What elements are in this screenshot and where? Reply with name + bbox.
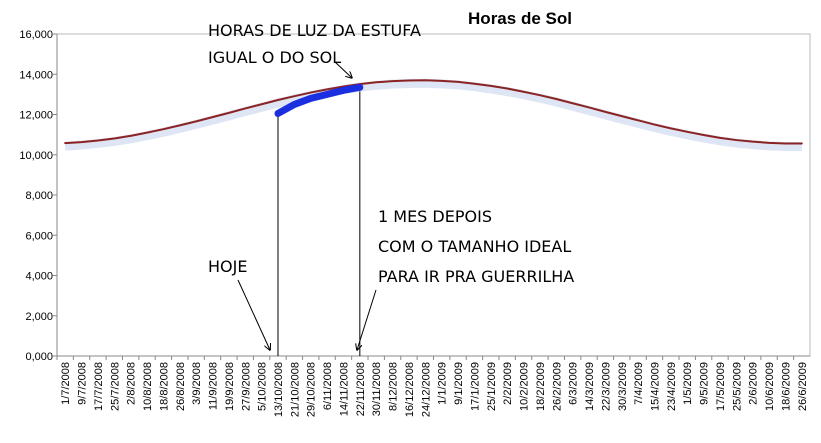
y-tick-label: 0,000 [25, 351, 53, 363]
annotation: IGUAL O DO SOL [208, 48, 341, 67]
x-tick-label: 1/1/2009 [437, 362, 449, 405]
annotation: 1 MES DEPOIS [378, 207, 492, 226]
x-tick-label: 1/5/2009 [682, 362, 694, 405]
x-tick-label: 26/2/2009 [551, 362, 563, 411]
x-tick-label: 25/7/2008 [109, 362, 121, 411]
chart-title: Horas de Sol [468, 9, 572, 28]
x-tick-label: 24/12/2008 [420, 362, 432, 417]
x-tick-label: 9/1/2009 [453, 362, 465, 405]
line-glow [64, 78, 802, 151]
annotation: HOJE [208, 257, 247, 276]
x-tick-label: 10/6/2009 [764, 362, 776, 411]
annotation: COM O TAMANHO IDEAL [378, 237, 571, 256]
x-tick-label: 8/12/2008 [388, 362, 400, 411]
x-tick-label: 19/9/2008 [224, 362, 236, 411]
x-tick-label: 27/9/2008 [240, 362, 252, 411]
y-tick-label: 8,000 [25, 190, 53, 202]
x-tick-label: 29/10/2008 [306, 362, 318, 417]
x-tick-label: 17/7/2008 [93, 362, 105, 411]
annotation: HORAS DE LUZ DA ESTUFA [208, 21, 421, 40]
x-tick-label: 6/11/2008 [322, 362, 334, 410]
x-tick-label: 25/1/2009 [486, 362, 498, 411]
x-tick-label: 5/10/2008 [257, 362, 269, 411]
x-tick-label: 21/10/2008 [289, 362, 301, 417]
x-tick-label: 17/1/2009 [469, 362, 481, 411]
x-tick-label: 22/11/2008 [355, 362, 367, 416]
x-tick-label: 23/4/2009 [666, 362, 678, 411]
line [64, 79, 803, 145]
x-tick-label: 10/8/2008 [142, 362, 154, 411]
x-tick-label: 18/8/2008 [158, 362, 170, 411]
x-tick-label: 22/3/2009 [600, 362, 612, 411]
x-tick-label: 1/7/2008 [60, 362, 72, 405]
y-tick-label: 2,000 [25, 311, 53, 323]
y-tick-label: 10,000 [19, 150, 53, 162]
x-tick-label: 17/5/2009 [715, 362, 727, 411]
x-tick-label: 25/5/2009 [731, 362, 743, 411]
x-tick-label: 30/11/2008 [371, 362, 383, 416]
x-tick-label: 14/3/2009 [584, 362, 596, 411]
y-tick-label: 12,000 [19, 110, 53, 122]
x-tick-label: 2/2/2009 [502, 362, 514, 405]
x-tick-label: 16/12/2008 [404, 362, 416, 417]
x-tick-label: 30/3/2009 [617, 362, 629, 411]
y-tick-label: 6,000 [25, 230, 53, 242]
y-tick-label: 14,000 [19, 69, 53, 81]
x-tick-label: 6/3/2009 [568, 362, 580, 405]
x-tick-label: 2/8/2008 [126, 362, 138, 405]
arrow [237, 279, 270, 350]
x-tick-label: 9/5/2009 [699, 362, 711, 405]
x-tick-label: 15/4/2009 [649, 362, 661, 411]
x-tick-label: 18/6/2009 [780, 362, 792, 411]
x-tick-label: 11/9/2008 [208, 362, 220, 410]
x-tick-label: 26/8/2008 [175, 362, 187, 411]
line [274, 83, 364, 117]
x-tick-label: 26/6/2009 [797, 362, 809, 411]
arrow [334, 61, 352, 78]
x-tick-label: 3/9/2008 [191, 362, 203, 405]
y-tick-label: 16,000 [19, 29, 53, 41]
x-tick-label: 9/7/2008 [77, 362, 89, 405]
x-tick-label: 18/2/2009 [535, 362, 547, 411]
y-tick-label: 4,000 [25, 271, 53, 283]
x-tick-label: 7/4/2009 [633, 362, 645, 405]
annotation: PARA IR PRA GUERRILHA [378, 267, 574, 286]
x-tick-label: 10/2/2009 [519, 362, 531, 411]
x-tick-label: 13/10/2008 [273, 362, 285, 417]
x-tick-label: 14/11/2008 [338, 362, 350, 416]
x-tick-label: 2/6/2009 [748, 362, 760, 405]
